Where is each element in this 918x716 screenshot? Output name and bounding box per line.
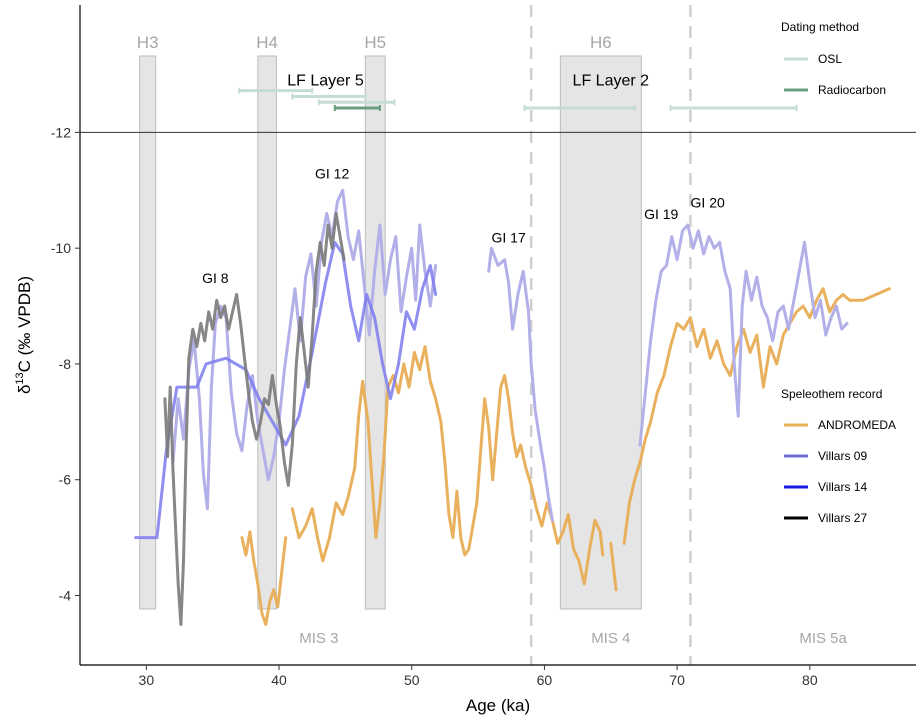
series-line-andromeda [240, 530, 288, 626]
heinrich-band [139, 55, 157, 610]
heinrich-band [257, 55, 277, 610]
dating-legend-label: OSL [818, 52, 842, 66]
layer-label: LF Layer 5 [287, 72, 364, 89]
x-tick-label: 50 [404, 672, 420, 688]
series-line-andromeda [290, 345, 605, 586]
layer-label: LF Layer 2 [573, 72, 650, 89]
gi-label: GI 8 [202, 270, 229, 286]
legends: Dating method OSL Radiocarbon Speleothem re… [781, 20, 896, 525]
x-tick-label: 70 [669, 672, 685, 688]
y-tick-label: -12 [51, 124, 71, 140]
x-axis-title: Age (ka) [466, 696, 530, 715]
y-axis-title-sup: 13 [14, 372, 26, 384]
record-legend-label: Villars 09 [818, 449, 867, 463]
y-tick-label: -8 [59, 356, 72, 372]
stage-boundaries [529, 5, 692, 665]
axes: 30 40 50 60 70 80 -4 -6 -8 -10 -12 [51, 5, 916, 688]
gi-label: GI 19 [644, 206, 678, 222]
dating-bars [238, 87, 798, 112]
record-legend-label: Villars 14 [818, 480, 867, 494]
heinrich-label: H4 [256, 33, 278, 52]
mis-label: MIS 5a [799, 630, 847, 647]
y-tick-label: -4 [59, 588, 72, 604]
series-line-villars-14 [134, 240, 438, 540]
record-legend-title: Speleothem record [781, 387, 882, 401]
series-line-andromeda [609, 541, 618, 592]
series-line-villars-09 [638, 223, 849, 447]
series-lines [134, 188, 891, 626]
record-legend-label: Villars 27 [818, 511, 867, 525]
gi-label: GI 20 [691, 195, 725, 211]
dating-legend-title: Dating method [781, 20, 859, 34]
gi-label: GI 17 [491, 229, 525, 245]
y-tick-label: -6 [59, 472, 72, 488]
mis-label: MIS 3 [299, 630, 338, 647]
mis-label: MIS 4 [591, 630, 630, 647]
y-axis-title-delta: δ [15, 385, 34, 394]
heinrich-band [559, 55, 642, 610]
x-tick-label: 40 [271, 672, 287, 688]
heinrich-label: H3 [137, 33, 159, 52]
heinrich-label: H5 [364, 33, 386, 52]
dating-legend-label: Radiocarbon [818, 83, 886, 97]
record-legend-label: ANDROMEDA [818, 418, 896, 432]
y-axis-title-rest: C (‰ VPDB) [15, 276, 34, 372]
x-tick-label: 30 [139, 672, 155, 688]
series-line-villars-09 [171, 188, 438, 511]
series-line-andromeda [622, 287, 891, 545]
heinrich-label: H6 [590, 33, 612, 52]
x-tick-label: 60 [537, 672, 553, 688]
series-line-villars-27 [163, 211, 346, 626]
series-line-villars-09 [487, 246, 554, 522]
y-tick-label: -10 [51, 240, 71, 256]
gi-label: GI 12 [315, 166, 349, 182]
y-axis-title: δ13C (‰ VPDB) [14, 276, 34, 394]
annotation-labels: H3 H4 H5 H6 MIS 3 MIS 4 MIS 5a LF Layer 5 LF Lay… [137, 33, 848, 647]
x-tick-label: 80 [802, 672, 818, 688]
